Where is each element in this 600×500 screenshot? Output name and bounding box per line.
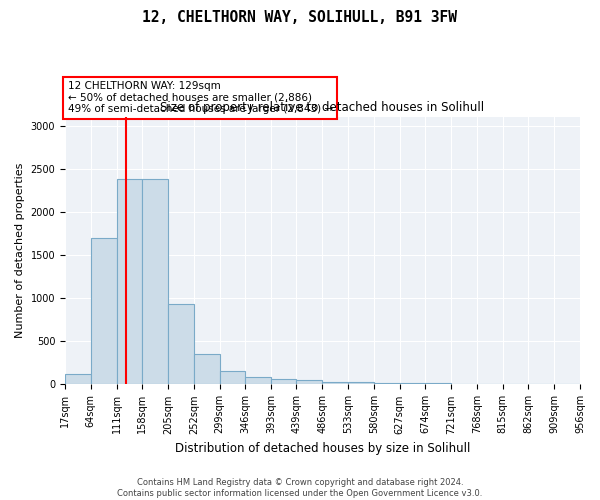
Text: 12 CHELTHORN WAY: 129sqm
← 50% of detached houses are smaller (2,886)
49% of sem: 12 CHELTHORN WAY: 129sqm ← 50% of detach…: [68, 81, 333, 114]
Title: Size of property relative to detached houses in Solihull: Size of property relative to detached ho…: [160, 102, 485, 114]
Bar: [194, 354, 220, 384]
Bar: [271, 380, 296, 384]
Bar: [168, 304, 194, 384]
Bar: [374, 382, 400, 384]
Bar: [348, 382, 374, 384]
X-axis label: Distribution of detached houses by size in Solihull: Distribution of detached houses by size …: [175, 442, 470, 455]
Bar: [296, 380, 322, 384]
Bar: [116, 179, 142, 384]
Bar: [220, 371, 245, 384]
Bar: [322, 382, 348, 384]
Bar: [91, 238, 116, 384]
Y-axis label: Number of detached properties: Number of detached properties: [15, 163, 25, 338]
Bar: [65, 374, 91, 384]
Text: Contains HM Land Registry data © Crown copyright and database right 2024.
Contai: Contains HM Land Registry data © Crown c…: [118, 478, 482, 498]
Text: 12, CHELTHORN WAY, SOLIHULL, B91 3FW: 12, CHELTHORN WAY, SOLIHULL, B91 3FW: [143, 10, 458, 25]
Bar: [400, 383, 425, 384]
Bar: [245, 376, 271, 384]
Bar: [142, 179, 168, 384]
